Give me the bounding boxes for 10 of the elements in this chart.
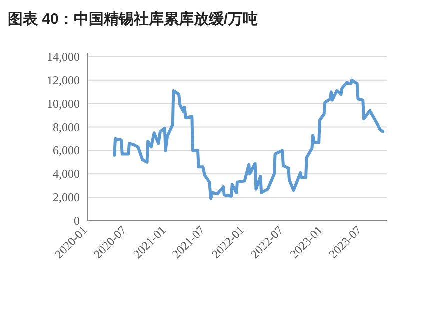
y-tick-label: 12,000 xyxy=(47,73,80,88)
y-tick-label: 2,000 xyxy=(53,190,80,205)
y-tick-label: 4,000 xyxy=(53,167,80,182)
line-series xyxy=(113,78,385,200)
chart-title: 图表 40：中国精锡社库累库放缓/万吨 xyxy=(8,10,258,28)
y-tick-label: 14,000 xyxy=(47,50,80,64)
y-tick-label: 6,000 xyxy=(53,144,80,158)
y-tick-label: 10,000 xyxy=(47,96,80,111)
y-tick-label: 8,000 xyxy=(53,120,80,134)
y-tick-label: 0 xyxy=(74,214,80,228)
